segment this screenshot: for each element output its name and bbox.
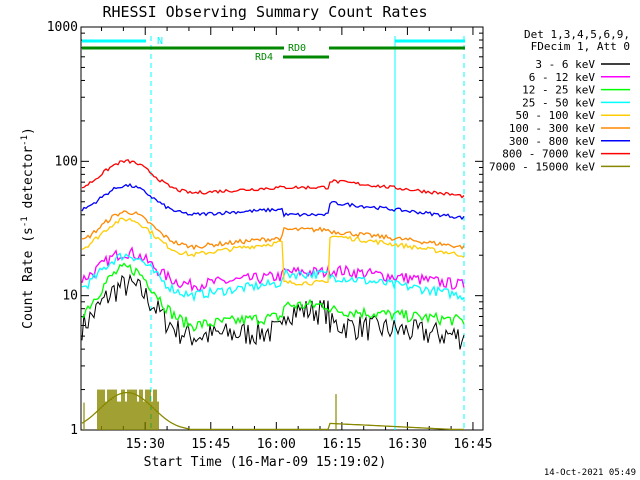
legend-label-5: 100 - 300 keV xyxy=(509,122,595,135)
y-tick-label-3: 1000 xyxy=(47,20,78,35)
x-tick-label-3: 16:15 xyxy=(322,437,361,452)
timestamp: 14-Oct-2021 05:49 xyxy=(544,468,636,478)
series-line-0 xyxy=(81,273,465,350)
y-axis-ticks: 1 10 100 1000 xyxy=(47,20,483,438)
high-energy-bursts xyxy=(83,389,337,430)
x-axis-label: Start Time (16-Mar-09 15:19:02) xyxy=(144,455,387,470)
legend-label-8: 7000 - 15000 keV xyxy=(489,160,595,173)
legend: Det 1,3,4,5,6,9,FDecim 1, Att 0 3 - 6 keV… xyxy=(489,28,630,173)
x-tick-label-1: 15:45 xyxy=(191,437,230,452)
attenuator-markers xyxy=(150,36,465,430)
legend-label-1: 6 - 12 keV xyxy=(529,71,596,84)
x-tick-label-2: 16:00 xyxy=(257,437,296,452)
legend-label-2: 12 - 25 keV xyxy=(522,84,595,97)
flag-rd0-label: RD0 xyxy=(288,43,306,54)
series-line-2 xyxy=(81,262,465,332)
series-line-7 xyxy=(81,159,465,199)
legend-label-7: 800 - 7000 keV xyxy=(502,148,595,161)
legend-label-6: 300 - 800 keV xyxy=(509,135,595,148)
legend-label-0: 3 - 6 keV xyxy=(535,58,595,71)
x-tick-label-4: 16:30 xyxy=(388,437,427,452)
series-line-4 xyxy=(81,217,465,286)
y-tick-label-1: 10 xyxy=(62,289,78,304)
chart-title: RHESSI Observing Summary Count Rates xyxy=(102,3,427,21)
flag-n-label: N xyxy=(157,36,163,47)
y-tick-label-2: 100 xyxy=(55,154,78,169)
series-lines xyxy=(81,159,465,431)
x-axis-ticks: 15:30 15:45 16:00 16:15 16:30 16:45 xyxy=(101,27,493,452)
legend-header-1: FDecim 1, Att 0 xyxy=(531,40,630,53)
legend-header-0: Det 1,3,4,5,6,9, xyxy=(524,28,630,41)
legend-label-3: 25 - 50 keV xyxy=(522,96,595,109)
series-line-3 xyxy=(81,252,465,303)
x-tick-label-5: 16:45 xyxy=(453,437,492,452)
x-tick-label-0: 15:30 xyxy=(126,437,165,452)
flag-bars: N RD0 RD4 xyxy=(82,36,465,63)
flag-rd4-label: RD4 xyxy=(255,52,273,63)
y-axis-label: Count Rate (s-1 detector-1) xyxy=(20,127,36,329)
y-tick-label-0: 1 xyxy=(70,423,78,438)
series-line-6 xyxy=(81,183,465,221)
series-line-5 xyxy=(81,210,465,251)
series-line-1 xyxy=(81,246,465,293)
legend-label-4: 50 - 100 keV xyxy=(516,109,596,122)
